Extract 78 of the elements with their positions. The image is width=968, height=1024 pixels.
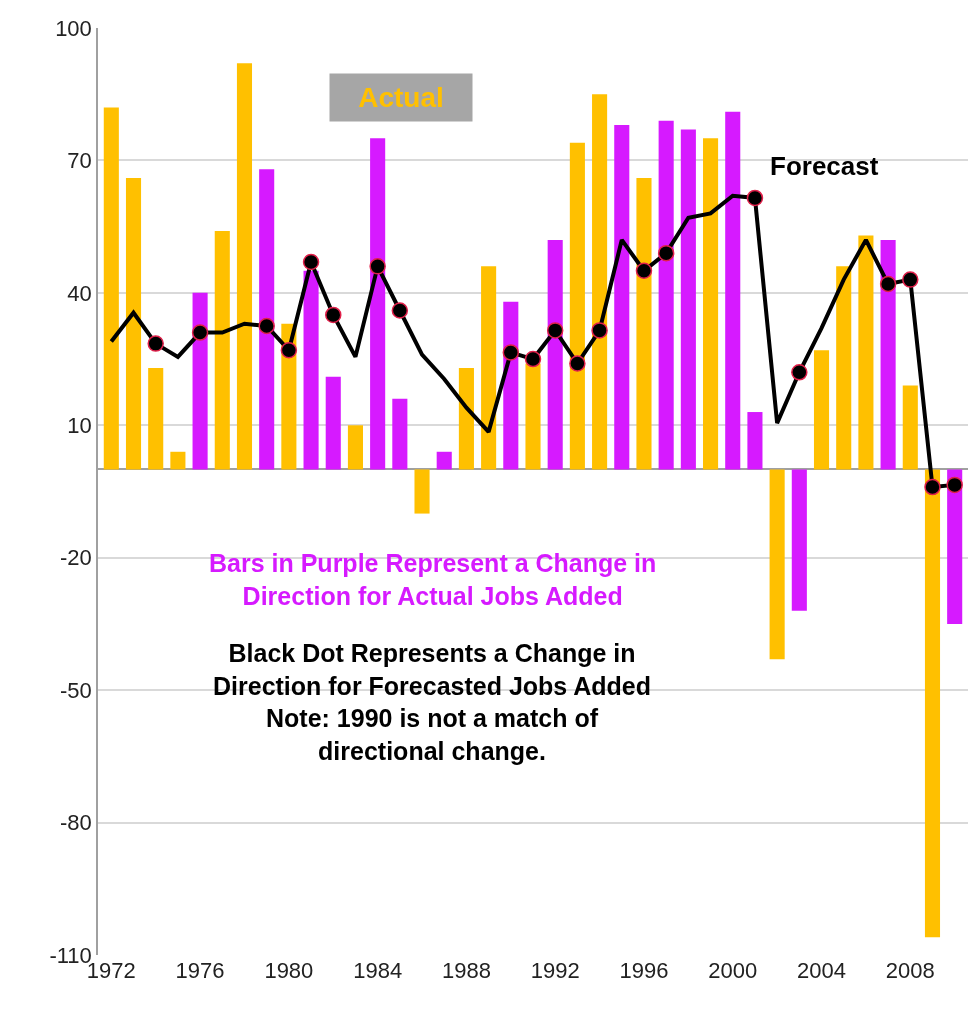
bar (303, 270, 319, 470)
point (946, 476, 963, 494)
bar (836, 266, 852, 470)
y-tick-label: 100 (55, 15, 92, 41)
bar (725, 111, 741, 470)
annotation: Bars in Purple Represent a Change in Direction for Actual Jobs Added (209, 549, 657, 610)
series-label: Actual (358, 82, 444, 113)
bar (370, 138, 386, 470)
point (302, 253, 320, 271)
point (191, 324, 209, 341)
bar (192, 292, 208, 470)
y-tick-label: -50 (60, 677, 92, 703)
point (502, 344, 520, 361)
point (325, 306, 342, 324)
bar (214, 231, 230, 470)
x-tick-label: 2008 (885, 958, 935, 983)
bar (680, 129, 696, 470)
series-label: Forecast (770, 151, 879, 181)
point (391, 302, 409, 319)
bar (880, 239, 896, 470)
bar (458, 367, 474, 470)
bar (703, 138, 719, 470)
point (657, 244, 675, 262)
x-tick-label: 2004 (797, 958, 846, 983)
y-tick-label: -80 (60, 810, 92, 836)
bar (769, 469, 785, 660)
x-tick-label: 1988 (441, 958, 491, 983)
point (258, 317, 275, 335)
y-tick-label: -20 (60, 545, 92, 571)
bar (236, 63, 253, 470)
bar (614, 125, 630, 470)
bar (525, 363, 541, 470)
bar (569, 142, 585, 470)
y-tick-label: 10 (67, 412, 92, 438)
point (280, 341, 298, 359)
point (569, 355, 586, 372)
point (524, 350, 542, 368)
bar (259, 169, 275, 470)
point (546, 322, 564, 339)
point (635, 262, 653, 280)
bar (414, 469, 430, 514)
bar (924, 469, 941, 938)
x-tick-label: 1984 (353, 958, 403, 983)
bar (636, 178, 652, 470)
point (746, 189, 764, 207)
point (591, 322, 608, 339)
x-tick-label: 2000 (708, 958, 758, 983)
point (791, 364, 808, 381)
bar (747, 412, 763, 470)
annotation: Black Dot Represents a Change in Direction for Forecasted Jobs Added Note: 1990 is not a match of directional change. (213, 639, 652, 765)
y-tick-label: 70 (67, 148, 92, 174)
bar (947, 469, 963, 624)
bar (103, 107, 119, 470)
point (902, 271, 919, 288)
bar (170, 451, 186, 470)
bar (547, 239, 563, 470)
bar (392, 398, 408, 470)
point (879, 275, 897, 293)
bar (347, 425, 363, 470)
point (369, 258, 386, 275)
bar (125, 178, 142, 470)
x-tick-label: 1996 (619, 958, 669, 983)
bar (325, 376, 341, 470)
x-tick-label: 1992 (530, 958, 580, 983)
x-tick-label: 1980 (264, 958, 314, 983)
bar (148, 367, 164, 470)
bar (658, 120, 674, 470)
bar (902, 385, 918, 470)
point (924, 478, 941, 496)
bar (791, 469, 807, 611)
bar (481, 266, 497, 470)
bar (592, 94, 608, 470)
bar (858, 235, 874, 470)
point (147, 335, 164, 352)
bar (436, 451, 452, 470)
x-tick-label: 1976 (175, 958, 225, 983)
y-tick-label: 40 (67, 280, 92, 306)
bar (813, 350, 830, 470)
